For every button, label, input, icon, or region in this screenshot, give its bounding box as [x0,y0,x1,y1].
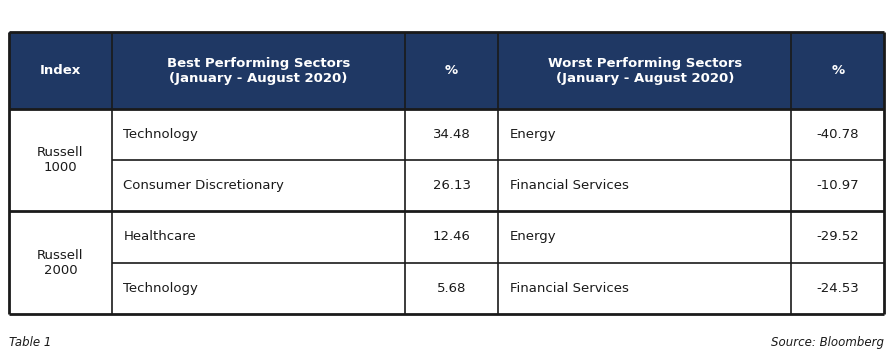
Text: Energy: Energy [510,128,556,141]
Bar [498,160,791,211]
Text: Index: Index [40,64,81,77]
Bar [791,211,884,263]
Text: 5.68: 5.68 [437,282,466,295]
Bar [791,109,884,160]
Bar [405,109,498,160]
Text: Best Performing Sectors
(January - August 2020): Best Performing Sectors (January - Augus… [167,57,350,84]
Bar [405,160,498,211]
Bar [9,263,112,314]
Bar [791,32,884,109]
Bar [112,32,405,109]
Text: Source: Bloomberg: Source: Bloomberg [771,336,884,349]
Bar [112,160,405,211]
Bar [498,211,791,263]
Text: Worst Performing Sectors
(January - August 2020): Worst Performing Sectors (January - Augu… [547,57,742,84]
Text: Technology: Technology [123,128,198,141]
Text: 26.13: 26.13 [432,179,471,192]
Bar [112,263,405,314]
Text: Consumer Discretionary: Consumer Discretionary [123,179,284,192]
Bar [405,32,498,109]
Bar [498,32,791,109]
Bar [9,211,112,263]
Text: Russell
2000: Russell 2000 [38,249,84,277]
Text: %: % [445,64,458,77]
Text: -29.52: -29.52 [816,230,859,243]
Text: -10.97: -10.97 [816,179,859,192]
Bar [9,160,112,211]
Bar [498,109,791,160]
Bar [9,109,112,160]
Text: Energy: Energy [510,230,556,243]
Text: Financial Services: Financial Services [510,282,629,295]
Text: Table 1: Table 1 [9,336,51,349]
Bar [405,211,498,263]
Bar [498,263,791,314]
Text: Healthcare: Healthcare [123,230,196,243]
Text: -40.78: -40.78 [816,128,859,141]
Text: %: % [831,64,844,77]
Bar [112,109,405,160]
Text: 12.46: 12.46 [433,230,471,243]
Text: Technology: Technology [123,282,198,295]
Text: Russell
1000: Russell 1000 [38,146,84,174]
Bar [112,211,405,263]
Bar [9,32,112,109]
Text: 34.48: 34.48 [433,128,471,141]
Bar [405,263,498,314]
Bar [791,263,884,314]
Bar [791,160,884,211]
Text: -24.53: -24.53 [816,282,859,295]
Text: Financial Services: Financial Services [510,179,629,192]
